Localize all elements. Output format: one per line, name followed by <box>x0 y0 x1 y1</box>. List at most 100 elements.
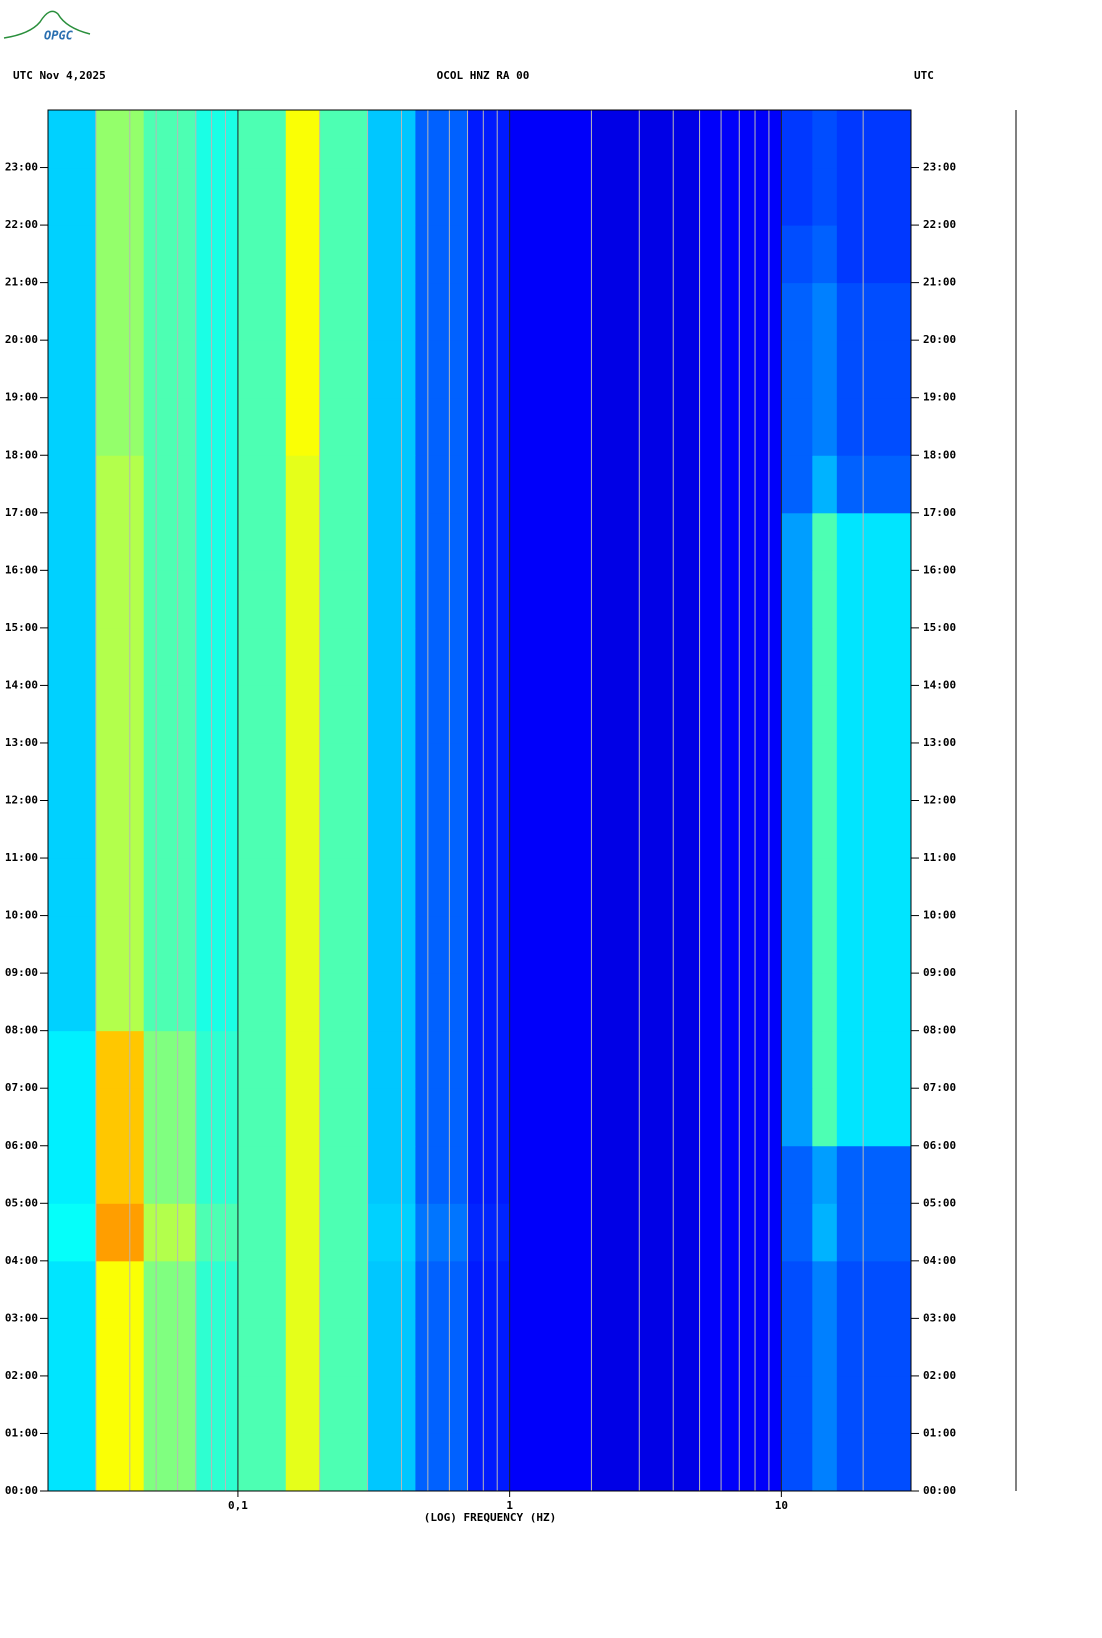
cell <box>48 1433 97 1492</box>
cell <box>467 627 511 686</box>
cell <box>836 1260 912 1319</box>
y-tick-label-right: 10:00 <box>923 909 956 922</box>
cell <box>48 1375 97 1434</box>
cell <box>509 1203 592 1262</box>
cell <box>367 973 416 1032</box>
y-tick-label-right: 17:00 <box>923 506 956 519</box>
cell <box>836 742 912 801</box>
cell <box>367 397 416 456</box>
cell <box>285 340 321 399</box>
cell <box>95 858 145 917</box>
cell <box>285 742 321 801</box>
cell <box>467 397 511 456</box>
cell <box>285 1433 321 1492</box>
cell <box>467 512 511 571</box>
cell <box>509 1318 592 1377</box>
cell <box>48 1088 97 1147</box>
cell <box>237 627 287 686</box>
cell <box>591 455 701 514</box>
cell <box>48 1203 97 1262</box>
cell <box>812 1375 838 1434</box>
heatmap <box>48 110 912 1492</box>
cell <box>509 110 592 169</box>
cell <box>836 1030 912 1089</box>
cell <box>812 570 838 629</box>
y-tick-label-right: 07:00 <box>923 1081 956 1094</box>
cell <box>836 1318 912 1377</box>
cell <box>319 167 369 226</box>
cell <box>467 282 511 341</box>
cell <box>95 455 145 514</box>
axes: 0,1 1 10 00:00 00:00 01:00 01:00 02:00 02:00 03:0… <box>5 109 956 1512</box>
y-tick-label: 19:00 <box>5 391 38 404</box>
cell <box>781 455 813 514</box>
cell <box>319 1088 369 1147</box>
cell <box>812 858 838 917</box>
cell <box>143 1260 197 1319</box>
cell <box>285 627 321 686</box>
cell <box>509 742 592 801</box>
cell <box>415 1030 469 1089</box>
cell <box>237 1318 287 1377</box>
cell <box>95 915 145 974</box>
cell <box>48 742 97 801</box>
cell <box>237 340 287 399</box>
y-tick-label-right: 03:00 <box>923 1311 956 1324</box>
cell <box>812 1030 838 1089</box>
cell <box>781 1260 813 1319</box>
cell <box>781 340 813 399</box>
cell <box>319 685 369 744</box>
cell <box>195 1375 239 1434</box>
cell <box>591 110 701 169</box>
logo: OPGC <box>44 29 74 43</box>
cell <box>415 455 469 514</box>
y-tick-label: 03:00 <box>5 1311 38 1324</box>
cell <box>48 1318 97 1377</box>
cell <box>836 455 912 514</box>
cell <box>367 167 416 226</box>
cell <box>95 1260 145 1319</box>
cell <box>812 167 838 226</box>
y-tick-label: 11:00 <box>5 851 38 864</box>
y-tick-label-right: 06:00 <box>923 1139 956 1152</box>
cell <box>591 1145 701 1204</box>
cell <box>367 340 416 399</box>
y-tick-label: 04:00 <box>5 1254 38 1267</box>
cell <box>467 1203 511 1262</box>
x-tick-label: 0,1 <box>228 1499 248 1512</box>
cell <box>467 570 511 629</box>
cell <box>591 1260 701 1319</box>
cell <box>812 282 838 341</box>
cell <box>48 1260 97 1319</box>
cell <box>812 1318 838 1377</box>
cell <box>836 1375 912 1434</box>
cell <box>836 1433 912 1492</box>
y-tick-label: 18:00 <box>5 448 38 461</box>
cell <box>836 858 912 917</box>
cell <box>143 1318 197 1377</box>
cell <box>237 570 287 629</box>
cell <box>367 1375 416 1434</box>
cell <box>812 800 838 859</box>
cell <box>699 397 782 456</box>
cell <box>48 282 97 341</box>
cell <box>467 1145 511 1204</box>
cell <box>812 1433 838 1492</box>
cell <box>812 915 838 974</box>
cell <box>812 627 838 686</box>
cell <box>467 685 511 744</box>
cell <box>195 800 239 859</box>
y-tick-label: 15:00 <box>5 621 38 634</box>
y-tick-label-right: 21:00 <box>923 276 956 289</box>
cell <box>591 1433 701 1492</box>
cell <box>836 512 912 571</box>
cell <box>319 1433 369 1492</box>
y-tick-label: 09:00 <box>5 966 38 979</box>
cell <box>237 1145 287 1204</box>
cell <box>591 1375 701 1434</box>
cell <box>48 110 97 169</box>
cell <box>237 455 287 514</box>
cell <box>319 1030 369 1089</box>
cell <box>95 1375 145 1434</box>
